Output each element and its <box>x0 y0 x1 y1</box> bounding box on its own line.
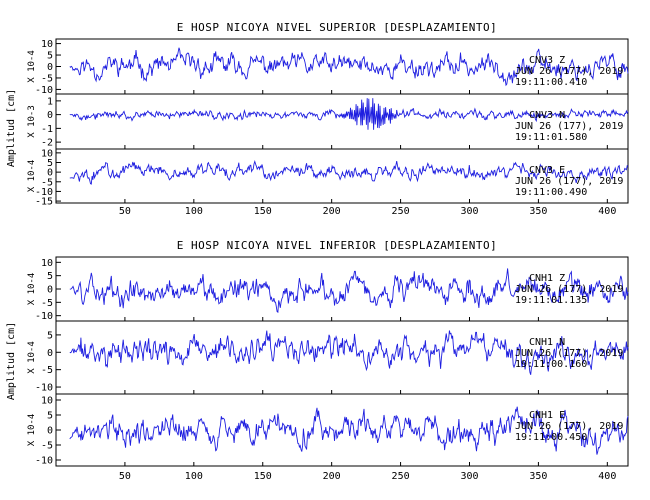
time-label: 19:11:01.580 <box>515 132 587 143</box>
component-label: CNH1 Z <box>529 273 565 284</box>
scale-label: X 10-3 <box>27 105 37 138</box>
y-tick-label: -15 <box>35 197 53 208</box>
y-tick-label: 0 <box>47 62 53 73</box>
x-tick-label: 200 <box>323 206 341 217</box>
seismic-trace <box>69 268 629 314</box>
x-tick-label: 150 <box>254 471 272 482</box>
seismic-trace <box>69 98 629 130</box>
panel-frame <box>55 148 629 204</box>
y-tick-label: -1 <box>41 124 53 135</box>
y-tick-label: 0 <box>47 285 53 296</box>
y-tick-label: -2 <box>41 138 53 149</box>
time-label: 19:11:00.490 <box>515 187 587 198</box>
y-tick-label: 10 <box>41 39 53 50</box>
y-tick-label: -5 <box>41 298 53 309</box>
date-label: JUN 26 (177), 2019 <box>515 284 623 295</box>
y-tick-label: 10 <box>41 258 53 269</box>
y-tick-label: 10 <box>41 396 53 407</box>
time-label: 19:11:00.450 <box>515 432 587 443</box>
y-tick-label: 5 <box>47 51 53 62</box>
component-label: CNH1 N <box>529 337 565 348</box>
scale-label: X 10-4 <box>27 50 37 83</box>
y-tick-label: 1 <box>47 96 53 107</box>
upper-chart-title: E HOSP NICOYA NIVEL SUPERIOR [DESPLAZAMI… <box>177 21 498 34</box>
y-tick-label: 0 <box>47 348 53 359</box>
component-label: CNV3 Z <box>529 55 565 66</box>
y-tick-label: -5 <box>41 365 53 376</box>
date-label: JUN 26 (177), 2019 <box>515 421 623 432</box>
x-tick-label: 250 <box>392 206 410 217</box>
y-tick-label: -10 <box>35 456 53 467</box>
y-tick-label: 5 <box>47 411 53 422</box>
x-tick-label: 200 <box>323 471 341 482</box>
y-tick-label: 5 <box>47 158 53 169</box>
y-tick-label: -10 <box>35 85 53 96</box>
time-label: 19:11:00.410 <box>515 77 587 88</box>
scale-label: X 10-4 <box>27 160 37 193</box>
seismic-trace <box>69 330 629 375</box>
scale-label: X 10-4 <box>27 414 37 447</box>
component-label: CNH1 E <box>529 410 565 421</box>
x-tick-label: 400 <box>598 206 616 217</box>
scale-label: X 10-4 <box>27 341 37 374</box>
y-tick-label: 5 <box>47 330 53 341</box>
time-label: 19:11:00.160 <box>515 359 587 370</box>
date-label: JUN 26 (177), 2019 <box>515 121 623 132</box>
x-tick-label: 250 <box>392 471 410 482</box>
x-tick-label: 150 <box>254 206 272 217</box>
scale-label: X 10-4 <box>27 273 37 306</box>
x-tick-label: 50 <box>119 471 131 482</box>
x-tick-label: 350 <box>529 206 547 217</box>
seismic-trace <box>69 406 629 455</box>
y-tick-label: -10 <box>35 383 53 394</box>
y-tick-label: 0 <box>47 426 53 437</box>
y-tick-label: 0 <box>47 168 53 179</box>
y-tick-label: -5 <box>41 177 53 188</box>
x-tick-label: 300 <box>460 206 478 217</box>
x-tick-label: 100 <box>185 471 203 482</box>
component-label: CNV3 N <box>529 110 565 121</box>
y-tick-label: 10 <box>41 148 53 159</box>
y-tick-label: -5 <box>41 73 53 84</box>
x-tick-label: 300 <box>460 471 478 482</box>
upper-ylabel: Amplitud [cm] <box>6 89 17 167</box>
y-tick-label: -10 <box>35 311 53 322</box>
seismic-trace <box>69 159 629 185</box>
y-tick-label: 0 <box>47 110 53 121</box>
lower-ylabel: Amplitud [cm] <box>6 322 17 400</box>
component-label: CNV3 E <box>529 165 565 176</box>
x-tick-label: 100 <box>185 206 203 217</box>
time-label: 19:11:01.135 <box>515 295 587 306</box>
date-label: JUN 26 (177), 2019 <box>515 66 623 77</box>
y-tick-label: -10 <box>35 187 53 198</box>
date-label: JUN 26 (177), 2019 <box>515 348 623 359</box>
x-tick-label: 400 <box>598 471 616 482</box>
date-label: JUN 26 (177), 2019 <box>515 176 623 187</box>
lower-chart-title: E HOSP NICOYA NIVEL INFERIOR [DESPLAZAMI… <box>177 239 498 252</box>
y-tick-label: -5 <box>41 441 53 452</box>
seismic-trace <box>69 47 629 87</box>
y-tick-label: 5 <box>47 271 53 282</box>
x-tick-label: 50 <box>119 206 131 217</box>
x-tick-label: 350 <box>529 471 547 482</box>
